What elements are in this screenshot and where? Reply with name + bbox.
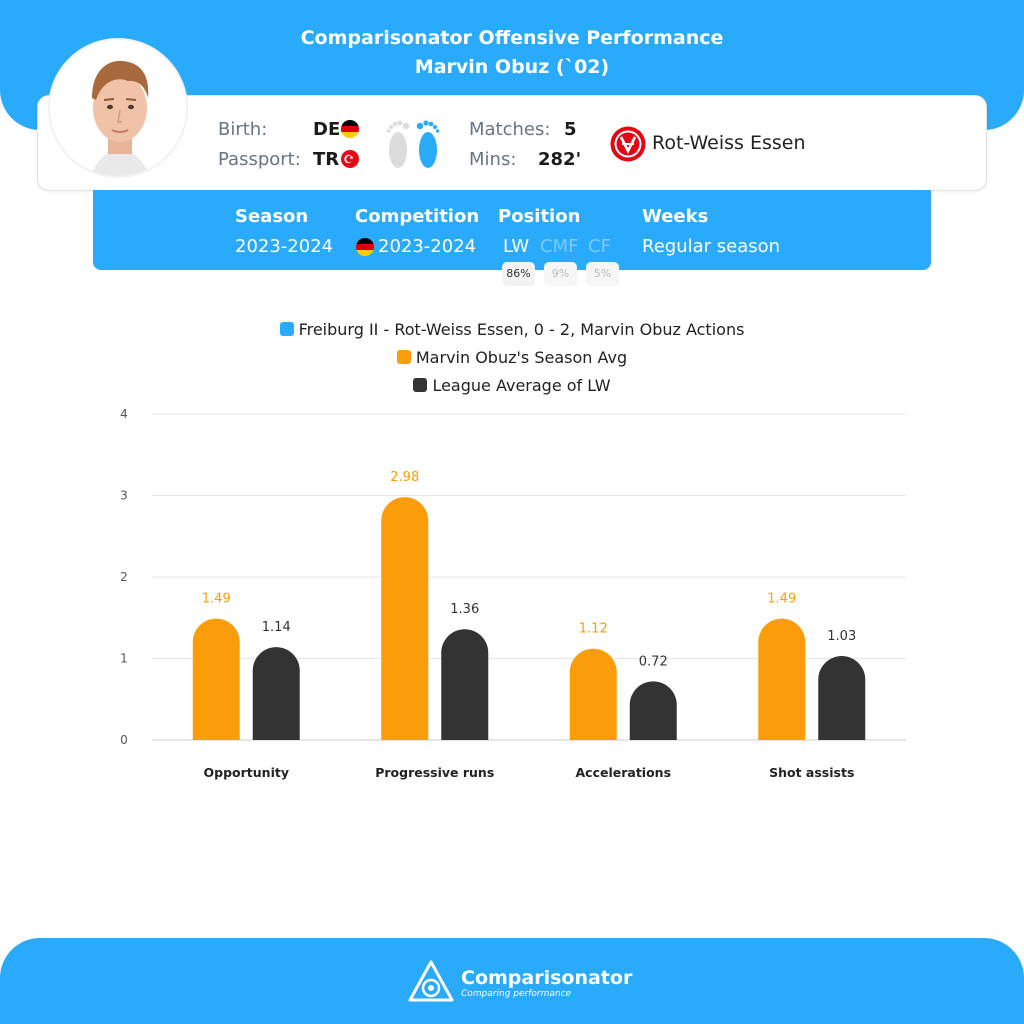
brand-tagline: Comparing performance [461, 989, 572, 999]
data-label: 1.14 [262, 620, 291, 635]
bar-chart: 0 1 2 3 4 1.49 1.14 Opportunity 2.98 1.36 Progress… [120, 407, 906, 780]
birth-country: DE [313, 119, 341, 140]
y-tick-label: 4 [120, 407, 128, 421]
data-label: 1.36 [450, 602, 479, 617]
germany-flag-icon [341, 120, 359, 138]
brand-logo-icon [408, 960, 454, 1008]
data-label: 0.72 [639, 654, 668, 669]
x-category-label: Opportunity [204, 765, 289, 780]
data-label: 2.98 [390, 470, 419, 485]
brand-name: Comparisonator [461, 967, 633, 989]
weeks-value: Regular season [642, 236, 781, 257]
legend-swatch-match [279, 322, 294, 336]
competition-value: 2023-2024 [378, 236, 477, 257]
footer-band [0, 938, 1024, 1024]
season-label: Season [235, 206, 309, 227]
legend-label-league-avg: League Average of LW [432, 376, 611, 395]
player-info-card [37, 95, 987, 191]
club-name: Rot-Weiss Essen [652, 132, 806, 154]
player-avatar [48, 38, 188, 178]
legend-label-season-avg: Marvin Obuz's Season Avg [415, 348, 628, 367]
mins-label: Mins: [469, 149, 517, 170]
preferred-foot-icon [383, 112, 443, 176]
data-label: 1.12 [579, 622, 608, 637]
bar-league-avg-shot-assists [818, 656, 866, 740]
turkey-flag-icon [341, 150, 359, 168]
page-title: Comparisonator Offensive Performance [300, 27, 724, 49]
position-cmf: CMF [540, 236, 579, 257]
weeks-label: Weeks [642, 206, 709, 227]
bar-season-avg-shot-assists [758, 618, 806, 740]
competition-label: Competition [355, 206, 480, 227]
season-panel [93, 190, 931, 270]
legend-swatch-league-avg [413, 378, 428, 392]
legend-label-match: Freiburg II - Rot-Weiss Essen, 0 - 2, Ma… [298, 320, 745, 339]
position-lw: LW [503, 236, 530, 257]
bar-season-avg-opportunity [192, 618, 240, 740]
position-lw-pct: 86% [502, 262, 535, 286]
bar-season-avg-progressive-runs [381, 497, 429, 740]
position-cf: CF [588, 236, 611, 257]
club-logo [609, 125, 647, 167]
bar-league-avg-progressive-runs [441, 629, 489, 740]
legend-item-season-avg: Marvin Obuz's Season Avg [0, 348, 1024, 367]
data-label: 1.49 [202, 592, 231, 607]
mins-value: 282' [538, 149, 582, 170]
y-tick-label: 2 [120, 570, 128, 584]
legend-item-league-avg: League Average of LW [0, 376, 1024, 395]
data-label: 1.03 [827, 629, 856, 644]
season-value: 2023-2024 [235, 236, 334, 257]
data-label: 1.49 [767, 592, 796, 607]
legend-item-match: Freiburg II - Rot-Weiss Essen, 0 - 2, Ma… [0, 320, 1024, 339]
player-name-title: Marvin Obuz (`02) [414, 56, 610, 78]
position-cf-pct: 5% [586, 262, 619, 286]
matches-value: 5 [564, 119, 577, 140]
birth-label: Birth: [218, 119, 268, 140]
bar-league-avg-opportunity [252, 647, 300, 740]
competition-flag-icon [356, 238, 374, 256]
position-cmf-pct: 9% [544, 262, 577, 286]
y-tick-label: 1 [120, 652, 128, 666]
passport-country: TR [313, 149, 340, 170]
x-category-label: Progressive runs [375, 765, 494, 780]
position-label: Position [498, 206, 581, 227]
y-tick-label: 3 [120, 489, 128, 503]
passport-label: Passport: [218, 149, 301, 170]
legend-swatch-season-avg [396, 350, 411, 364]
x-category-label: Shot assists [769, 765, 854, 780]
x-category-label: Accelerations [575, 765, 671, 780]
bar-league-avg-accelerations [629, 681, 677, 740]
matches-label: Matches: [469, 119, 551, 140]
bar-season-avg-accelerations [569, 648, 617, 740]
y-tick-label: 0 [120, 733, 128, 747]
